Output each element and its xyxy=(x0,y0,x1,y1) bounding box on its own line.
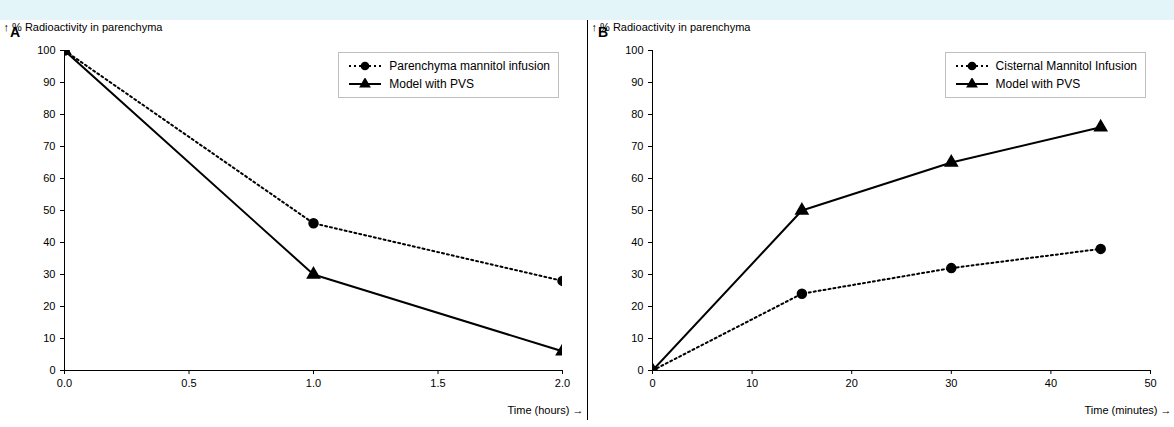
svg-text:10: 10 xyxy=(631,332,643,344)
svg-text:↑ % Radioactivity in parenchym: ↑ % Radioactivity in parenchyma xyxy=(592,21,752,33)
svg-text:10: 10 xyxy=(746,377,758,389)
svg-text:40: 40 xyxy=(43,236,55,248)
svg-text:2.0: 2.0 xyxy=(555,377,570,389)
svg-text:0.5: 0.5 xyxy=(181,377,196,389)
svg-text:30: 30 xyxy=(631,268,643,280)
svg-text:60: 60 xyxy=(43,172,55,184)
svg-text:1.0: 1.0 xyxy=(306,377,321,389)
svg-text:20: 20 xyxy=(846,377,858,389)
svg-text:30: 30 xyxy=(945,377,957,389)
svg-text:Time (minutes) →: Time (minutes) → xyxy=(1085,404,1172,416)
svg-text:100: 100 xyxy=(37,44,55,56)
svg-text:50: 50 xyxy=(631,204,643,216)
svg-text:10: 10 xyxy=(43,332,55,344)
svg-text:40: 40 xyxy=(1045,377,1057,389)
svg-text:70: 70 xyxy=(631,140,643,152)
svg-text:20: 20 xyxy=(631,300,643,312)
svg-text:0: 0 xyxy=(49,364,55,376)
svg-text:50: 50 xyxy=(1144,377,1156,389)
svg-text:80: 80 xyxy=(631,108,643,120)
svg-text:0: 0 xyxy=(637,364,643,376)
svg-text:30: 30 xyxy=(43,268,55,280)
svg-text:60: 60 xyxy=(631,172,643,184)
svg-text:40: 40 xyxy=(631,236,643,248)
svg-text:90: 90 xyxy=(43,76,55,88)
svg-text:Time (hours) →: Time (hours) → xyxy=(508,404,584,416)
svg-text:0: 0 xyxy=(649,377,655,389)
svg-text:50: 50 xyxy=(43,204,55,216)
svg-text:70: 70 xyxy=(43,140,55,152)
svg-text:90: 90 xyxy=(631,76,643,88)
svg-text:↑ % Radioactivity in parenchym: ↑ % Radioactivity in parenchyma xyxy=(4,21,164,33)
svg-text:100: 100 xyxy=(625,44,643,56)
svg-text:20: 20 xyxy=(43,300,55,312)
svg-text:0.0: 0.0 xyxy=(57,377,72,389)
svg-text:80: 80 xyxy=(43,108,55,120)
svg-text:1.5: 1.5 xyxy=(430,377,445,389)
